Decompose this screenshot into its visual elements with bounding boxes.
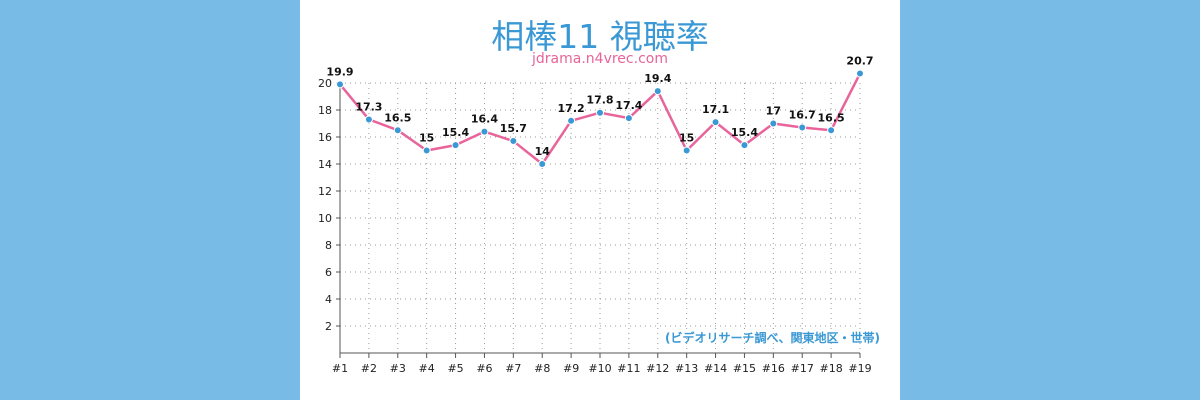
data-label: 15 [679,132,694,145]
data-point [509,137,518,146]
x-tick-label: #17 [791,362,814,375]
data-label: 15.4 [442,126,469,139]
y-tick-label: 16 [318,131,332,144]
data-point [740,141,749,150]
y-tick-label: 18 [318,104,332,117]
y-tick-label: 2 [325,320,332,333]
data-point [336,80,344,89]
x-tick-label: #13 [675,362,698,375]
x-tick-label: #9 [563,362,579,375]
x-tick-label: #14 [704,362,727,375]
data-label: 16.4 [471,113,498,126]
data-point [624,114,633,123]
y-tick-label: 6 [325,266,332,279]
y-tick-label: 14 [318,158,332,171]
x-tick-label: #16 [762,362,785,375]
x-tick-label: #5 [447,362,463,375]
data-point [856,69,864,78]
data-label: 15.4 [731,126,758,139]
data-point [596,108,604,117]
data-label: 16.5 [818,111,845,124]
data-label: 19.9 [326,65,353,78]
data-label: 15.7 [500,122,527,135]
x-tick-label: #10 [588,362,611,375]
data-point [798,123,807,132]
data-point [567,116,576,125]
x-tick-label: #19 [848,362,871,375]
data-label: 16.7 [789,109,816,122]
y-tick-label: 4 [325,293,332,306]
data-label: 19.4 [644,72,671,85]
data-label: 17.8 [586,94,613,107]
x-tick-label: #3 [390,362,406,375]
x-tick-label: #15 [733,362,756,375]
y-tick-label: 8 [325,239,332,252]
source-note: (ビデオリサーチ調べ、関東地区・世帯) [665,331,880,345]
y-tick-label: 20 [318,77,332,90]
data-point [682,146,691,155]
data-label: 15 [419,132,434,145]
data-point [364,115,373,124]
data-label: 16.5 [384,111,411,124]
x-tick-label: #2 [361,362,377,375]
x-tick-label: #1 [332,362,348,375]
data-point [451,141,460,150]
data-label: 17.1 [702,103,729,116]
x-tick-label: #11 [617,362,640,375]
x-tick-label: #4 [419,362,435,375]
data-point [827,126,836,135]
data-point [422,146,431,155]
data-label: 17.4 [615,99,642,112]
y-tick-label: 12 [318,185,332,198]
data-point [393,126,402,135]
chart-title: 相棒11 視聴率 [491,17,709,56]
data-point [653,87,662,96]
data-label: 20.7 [846,55,873,68]
data-point [711,118,720,127]
data-label: 17 [766,105,781,118]
x-tick-label: #18 [820,362,843,375]
y-tick-label: 10 [318,212,332,225]
chart-subtitle: jdrama.n4vrec.com [532,51,668,67]
data-point [538,160,547,168]
line-chart: 2 4 6 8 10 12 14 16 18 20 #1 #2 #3 #4 #5 #6 #7 #8 #9 #10 #11… [318,55,874,375]
data-point [769,119,778,128]
x-tick-label: #7 [505,362,521,375]
data-point [480,127,489,136]
x-tick-label: #6 [476,362,492,375]
data-label: 14 [535,145,551,158]
chart-panel: 相棒11 視聴率 jdrama.n4vrec.com 2 4 6 8 10 12 14 16 1… [300,0,900,400]
x-tick-label: #12 [646,362,669,375]
data-label: 17.2 [558,102,585,115]
x-tick-label: #8 [534,362,550,375]
data-label: 17.3 [355,100,382,113]
